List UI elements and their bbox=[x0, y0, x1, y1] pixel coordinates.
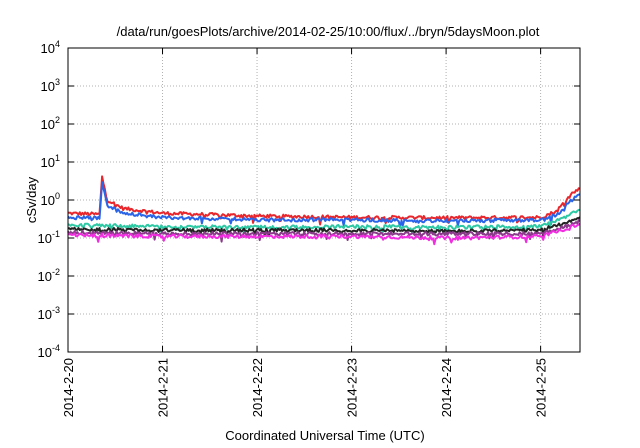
x-tick-label: 2014-2-20 bbox=[61, 358, 76, 417]
y-tick-label: 10-4 bbox=[38, 343, 60, 360]
y-tick-label: 102 bbox=[41, 115, 60, 132]
x-axis-ticks: 2014-2-20 2014-2-21 2014-2-22 2014-2-23 2014… bbox=[61, 48, 549, 417]
y-axis-label: cSv/day bbox=[24, 176, 39, 223]
series-line bbox=[67, 222, 581, 246]
grid bbox=[68, 48, 580, 352]
x-tick-label: 2014-2-22 bbox=[250, 358, 265, 417]
x-tick-label: 2014-2-23 bbox=[345, 358, 360, 417]
y-tick-label: 101 bbox=[41, 153, 60, 170]
x-tick-label: 2014-2-21 bbox=[156, 358, 171, 417]
y-tick-label: 104 bbox=[41, 39, 60, 56]
y-tick-label: 103 bbox=[41, 77, 60, 94]
series-group bbox=[67, 175, 581, 246]
y-axis-ticks: 10-4 10-3 10-2 10-1 100 101 102 103 104 bbox=[38, 39, 580, 360]
x-axis-label: Coordinated Universal Time (UTC) bbox=[225, 428, 424, 443]
y-tick-label: 10-1 bbox=[38, 229, 60, 246]
x-tick-label: 2014-2-25 bbox=[534, 358, 549, 417]
series-line bbox=[67, 181, 581, 229]
x-tick-label: 2014-2-24 bbox=[439, 358, 454, 417]
y-tick-label: 100 bbox=[41, 191, 60, 208]
series-line bbox=[67, 208, 580, 235]
chart-title: /data/run/goesPlots/archive/2014-02-25/1… bbox=[117, 24, 540, 39]
y-tick-label: 10-2 bbox=[38, 267, 60, 284]
y-tick-label: 10-3 bbox=[38, 305, 60, 322]
